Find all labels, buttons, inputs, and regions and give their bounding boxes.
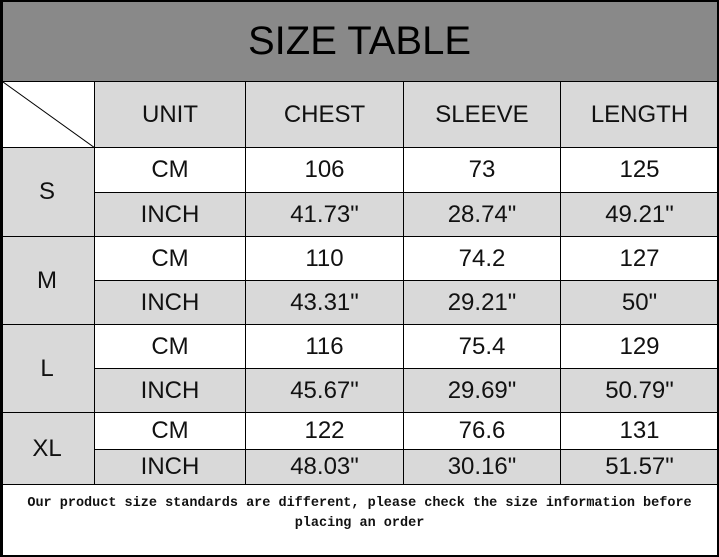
unit-cell: CM <box>95 413 246 450</box>
value-cell: 131 <box>561 413 719 450</box>
value-cell: 45.67" <box>246 369 404 413</box>
unit-cell: CM <box>95 237 246 281</box>
value-cell: 50" <box>561 281 719 325</box>
page-title: SIZE TABLE <box>0 0 719 82</box>
value-cell: 51.57" <box>561 450 719 485</box>
unit-cell: INCH <box>95 281 246 325</box>
value-cell: 116 <box>246 325 404 369</box>
unit-cell: INCH <box>95 450 246 485</box>
value-cell: 129 <box>561 325 719 369</box>
value-cell: 76.6 <box>404 413 561 450</box>
value-cell: 106 <box>246 148 404 193</box>
diagonal-corner-cell <box>0 82 95 148</box>
value-cell: 28.74" <box>404 193 561 237</box>
value-cell: 50.79" <box>561 369 719 413</box>
unit-cell: CM <box>95 325 246 369</box>
value-cell: 30.16" <box>404 450 561 485</box>
unit-cell: CM <box>95 148 246 193</box>
value-cell: 75.4 <box>404 325 561 369</box>
value-cell: 49.21" <box>561 193 719 237</box>
header-unit: UNIT <box>95 82 246 148</box>
value-cell: 122 <box>246 413 404 450</box>
diagonal-line <box>2 82 95 148</box>
value-cell: 125 <box>561 148 719 193</box>
value-cell: 41.73" <box>246 193 404 237</box>
value-cell: 74.2 <box>404 237 561 281</box>
size-disclaimer: Our product size standards are different… <box>27 496 692 531</box>
size-label: XL <box>0 413 95 485</box>
value-cell: 110 <box>246 237 404 281</box>
unit-cell: INCH <box>95 369 246 413</box>
value-cell: 43.31" <box>246 281 404 325</box>
size-label: L <box>0 325 95 413</box>
size-label: M <box>0 237 95 325</box>
unit-cell: INCH <box>95 193 246 237</box>
header-sleeve: SLEEVE <box>404 82 561 148</box>
value-cell: 48.03" <box>246 450 404 485</box>
value-cell: 127 <box>561 237 719 281</box>
value-cell: 29.21" <box>404 281 561 325</box>
size-label: S <box>0 148 95 237</box>
header-length: LENGTH <box>561 82 719 148</box>
header-chest: CHEST <box>246 82 404 148</box>
value-cell: 73 <box>404 148 561 193</box>
value-cell: 29.69" <box>404 369 561 413</box>
